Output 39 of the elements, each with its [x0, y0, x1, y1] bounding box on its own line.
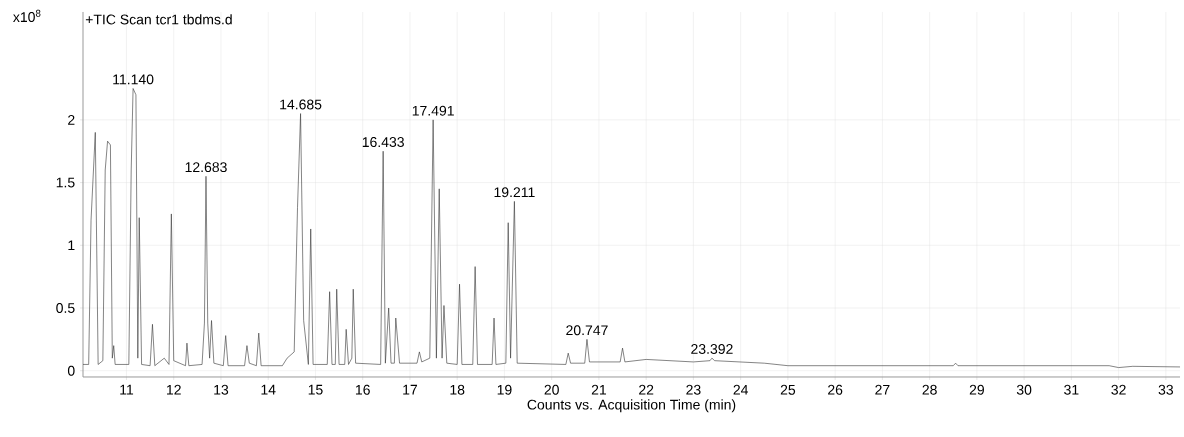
x-tick-label: 13 [214, 384, 229, 395]
chart-title: +TIC Scan tcr1 tbdms.d [85, 14, 232, 25]
x-tick-label: 29 [969, 384, 984, 395]
x-tick-label: 31 [1064, 384, 1079, 395]
annotation: 17.491 [412, 105, 454, 116]
x-tick-label: 16 [355, 384, 370, 395]
x-tick-label: 12 [167, 384, 181, 395]
annotation: 11.140 [113, 74, 154, 85]
x-tick-label: 11 [120, 384, 134, 395]
annotation: 14.685 [280, 99, 322, 110]
y-tick-label: 1 [68, 240, 75, 251]
y-tick-label: 0.5 [56, 303, 75, 313]
y-tick-label: 0 [67, 365, 75, 376]
annotation: 19.211 [494, 187, 535, 198]
x-tick-label: 20 [544, 384, 559, 395]
y-axis-title: x10$^{8}$ [13, 9, 41, 23]
x-tick-label: 33 [1158, 384, 1174, 395]
x-tick-label: 25 [780, 384, 796, 395]
annotation: 23.392 [691, 344, 733, 354]
x-tick-label: 18 [450, 384, 465, 395]
x-tick-label: 30 [1016, 384, 1032, 395]
x-tick-label: 23 [686, 384, 701, 395]
annotation: 16.433 [362, 137, 404, 148]
y-tick-label: 2 [68, 114, 75, 125]
x-tick-label: 22 [639, 384, 654, 395]
x-tick-label: 28 [922, 384, 937, 395]
x-tick-label: 26 [828, 384, 843, 395]
x-tick-label: 14 [261, 384, 276, 395]
x-tick-label: 19 [497, 384, 512, 395]
annotation: 12.683 [185, 162, 227, 173]
x-tick-label: 15 [308, 384, 323, 395]
x-tick-label: 17 [403, 384, 418, 395]
x-axis-title: Counts vs. Acquisition Time (min) [527, 399, 736, 413]
x-tick-label: 27 [875, 384, 890, 395]
y-tick-label: 1.5 [56, 177, 75, 188]
x-tick-label: 21 [591, 384, 607, 395]
annotation: 20.747 [566, 325, 608, 336]
x-tick-label: 32 [1111, 384, 1126, 395]
x-tick-label: 24 [733, 384, 749, 395]
